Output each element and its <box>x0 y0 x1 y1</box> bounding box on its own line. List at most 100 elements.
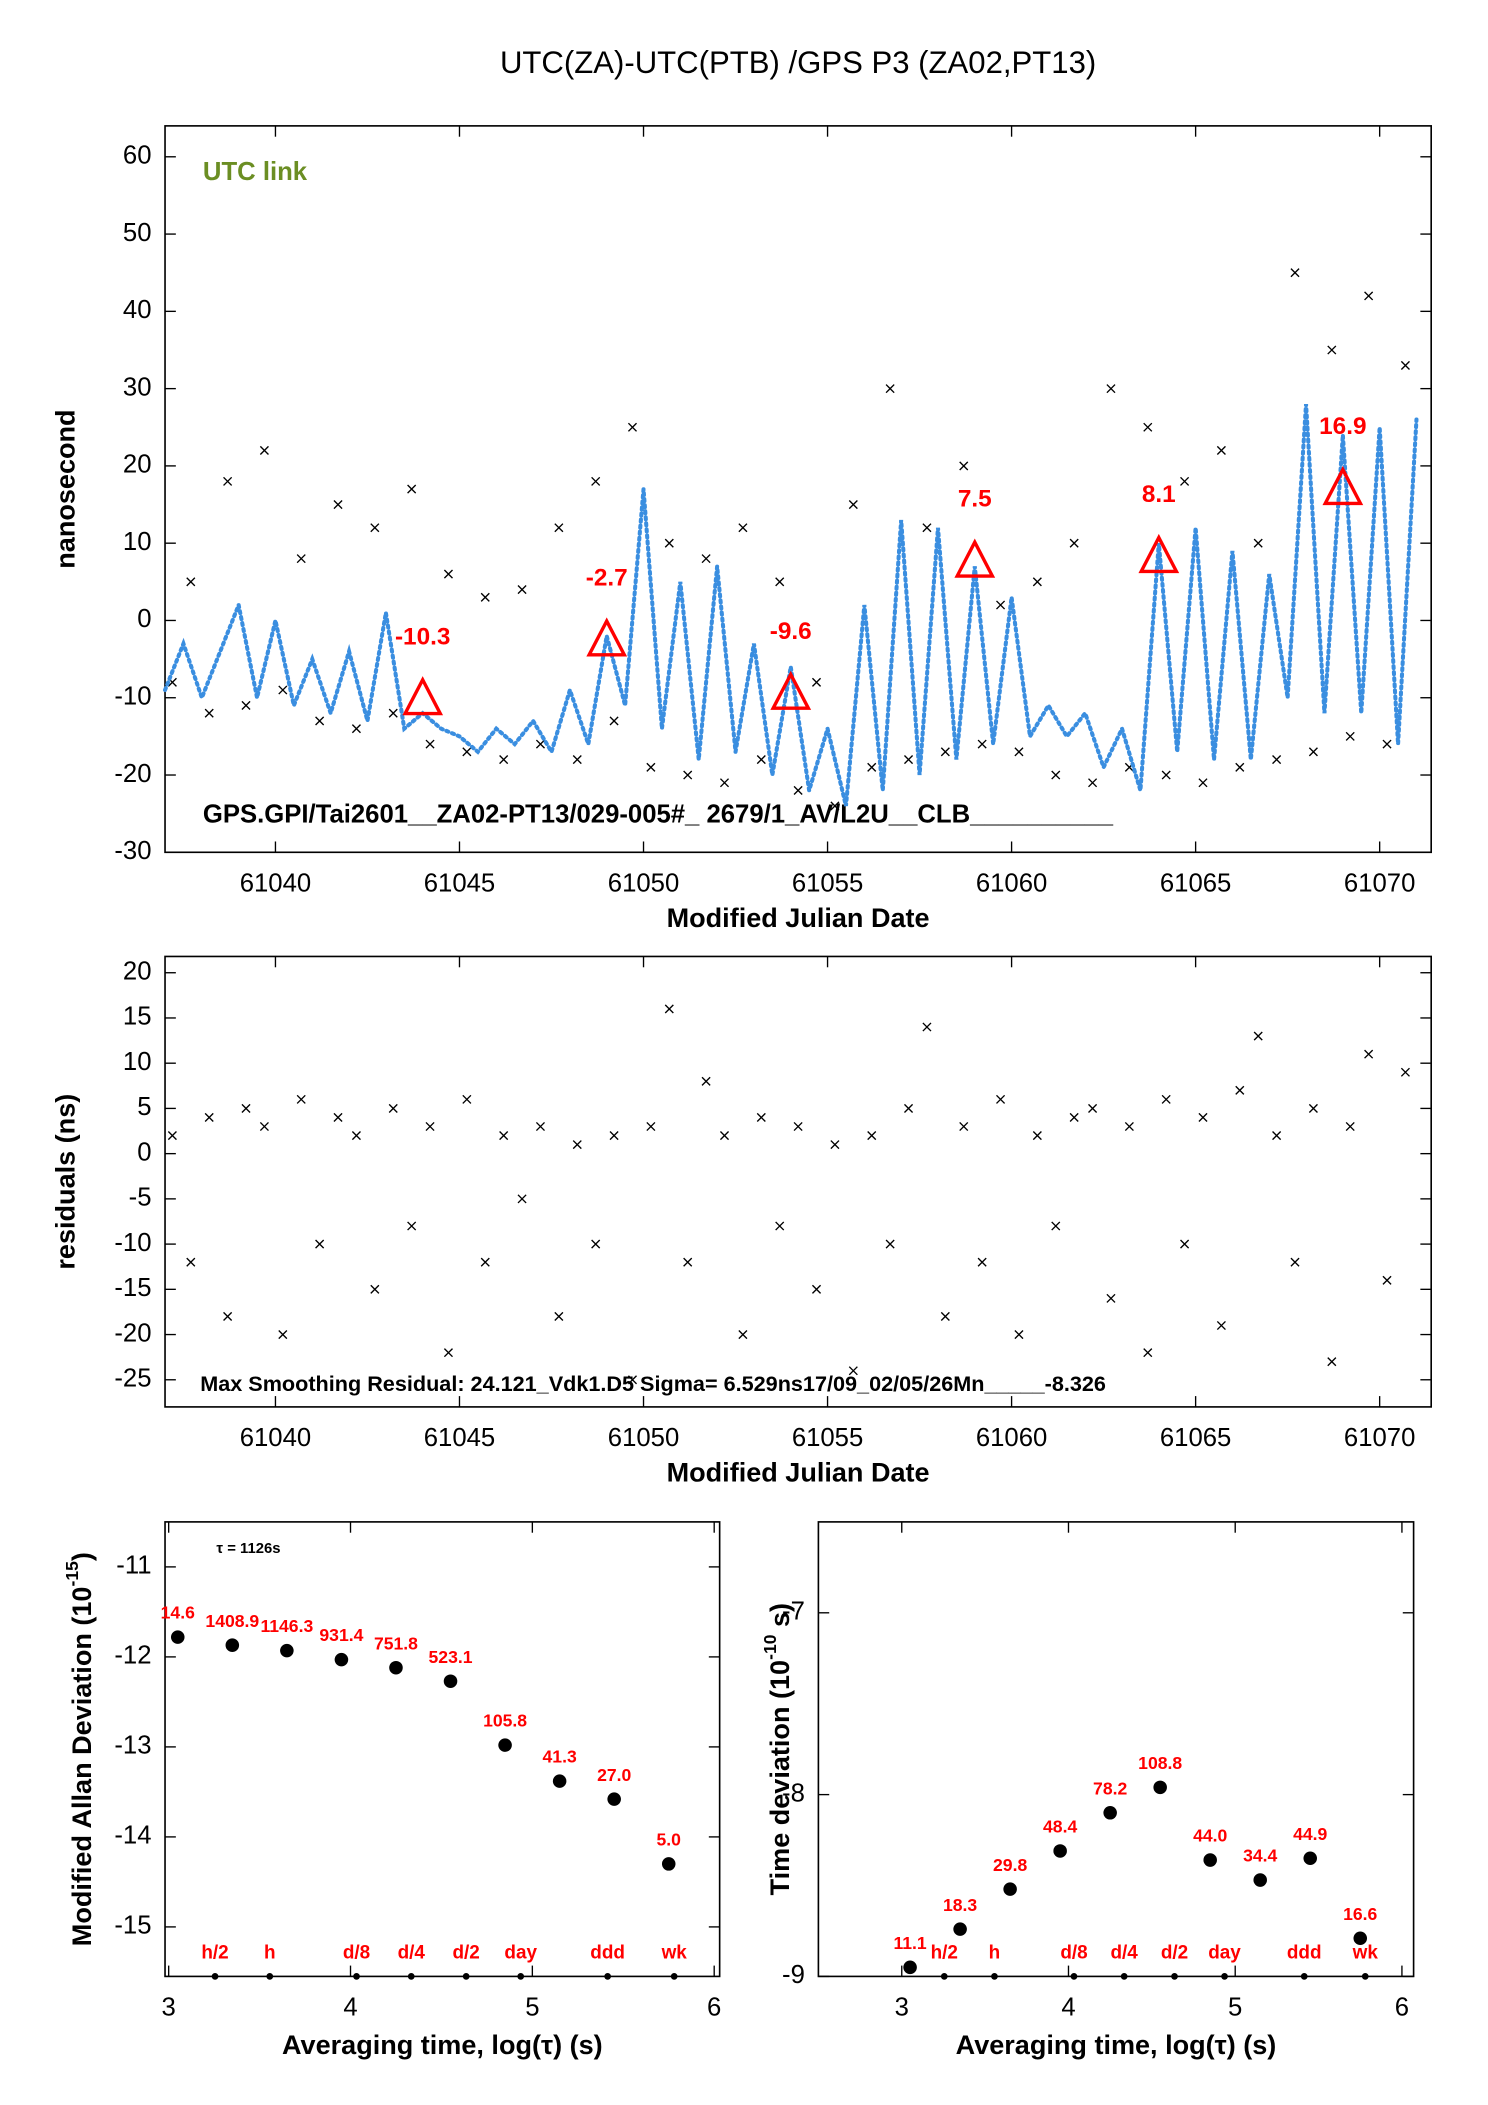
data-point <box>1198 778 1208 788</box>
data-point <box>830 801 840 811</box>
triangle-label: 16.9 <box>1319 413 1366 440</box>
x-tick-label: 5 <box>525 1994 539 2022</box>
x-tick-label: 6 <box>707 1994 721 2022</box>
x-tick-label: 61050 <box>608 1424 679 1452</box>
x-tick-label: 61070 <box>1344 870 1415 898</box>
point-label: 1408.9 <box>205 1611 259 1631</box>
data-point <box>1290 268 1300 278</box>
data-point <box>609 716 619 726</box>
interval-label: h/2 <box>931 1942 958 1963</box>
note: τ = 1126s <box>216 1541 280 1557</box>
data-point <box>1216 1320 1226 1331</box>
data-point <box>499 755 509 765</box>
data-point <box>186 1257 196 1267</box>
data-point <box>775 577 785 587</box>
interval-marker <box>1221 1973 1228 1980</box>
data-point <box>333 500 343 510</box>
y-tick-label: -30 <box>114 837 151 865</box>
y-axis-label-end: s) <box>765 1603 795 1635</box>
x-axis-label: Modified Julian Date <box>667 903 930 933</box>
data-point <box>554 523 564 533</box>
x-tick-label: 3 <box>895 1994 909 2022</box>
x-tick-label: 61060 <box>976 1424 1047 1452</box>
y-tick-label: -7 <box>782 1598 805 1626</box>
y-axis-label: Time deviation (10-10 s) <box>760 1603 795 1895</box>
y-tick-label: -11 <box>116 1552 151 1580</box>
point-label: 44.0 <box>1193 1826 1227 1846</box>
data-point <box>443 569 453 579</box>
point-label: 27.0 <box>597 1765 631 1785</box>
data-point <box>315 716 325 726</box>
data-point <box>977 739 987 749</box>
data-point <box>940 1311 950 1321</box>
y-tick-label: -20 <box>114 760 151 788</box>
y-axis-label: residuals (ns) <box>51 1094 81 1270</box>
interval-marker <box>1070 1973 1078 1980</box>
data-point <box>683 770 693 780</box>
data-point <box>1180 476 1190 486</box>
data-point <box>701 1076 711 1086</box>
data-point <box>572 1140 582 1150</box>
data-point <box>1032 577 1042 587</box>
plot-frame <box>164 955 1432 1408</box>
data-point <box>535 1121 545 1132</box>
x-tick-label: 61055 <box>792 870 863 898</box>
data-point <box>903 1960 917 1975</box>
data-point <box>1235 762 1245 772</box>
y-tick-label: -10 <box>114 683 151 711</box>
data-point <box>351 724 361 734</box>
data-point <box>977 1257 987 1267</box>
data-point <box>922 523 932 533</box>
data-point <box>388 708 398 718</box>
x-tick-label: 6 <box>1395 1994 1409 2022</box>
data-point <box>535 739 545 749</box>
data-point <box>1198 1112 1208 1122</box>
data-point <box>1203 1853 1217 1867</box>
data-point <box>1353 1931 1368 1945</box>
data-point <box>334 1652 349 1667</box>
data-point <box>885 1239 895 1249</box>
data-point <box>480 592 490 602</box>
triangle-label: -10.3 <box>395 623 450 650</box>
interval-label: h/2 <box>201 1942 228 1963</box>
data-point <box>1400 360 1410 370</box>
y-tick-label: 40 <box>123 296 152 324</box>
data-point <box>646 762 656 772</box>
data-point <box>498 1738 512 1752</box>
y-tick-label: 0 <box>137 1138 151 1166</box>
data-point <box>223 476 233 486</box>
triangle-marker <box>1322 465 1364 506</box>
note: UTC link <box>203 158 308 186</box>
data-point <box>1088 1103 1098 1113</box>
interval-label: ddd <box>1287 1942 1322 1963</box>
x-tick-label: 61040 <box>240 870 311 898</box>
interval-label: d/2 <box>1161 1942 1188 1963</box>
y-tick-label: 20 <box>123 451 152 479</box>
interval-label: h <box>989 1942 1001 1963</box>
point-label: 931.4 <box>319 1625 363 1645</box>
data-point <box>1069 538 1079 548</box>
point-label: 78.2 <box>1093 1778 1127 1798</box>
triangle-marker <box>770 670 812 710</box>
point-label: 108.8 <box>1138 1753 1182 1773</box>
data-point <box>848 1366 858 1376</box>
data-point <box>170 1630 185 1644</box>
data-point <box>953 1922 967 1936</box>
x-tick-label: 61050 <box>608 870 679 898</box>
data-point <box>1272 1131 1282 1141</box>
data-point <box>443 1348 453 1358</box>
data-point <box>1364 1049 1374 1059</box>
x-tick-label: 61045 <box>424 870 495 898</box>
data-point <box>996 600 1006 610</box>
data-point <box>1153 1780 1167 1795</box>
data-point <box>1161 1094 1171 1104</box>
data-point <box>517 585 527 595</box>
data-point <box>1308 1103 1318 1113</box>
data-point <box>296 1094 306 1104</box>
y-tick-label: -5 <box>129 1184 152 1212</box>
data-point <box>407 1221 417 1231</box>
interval-label: d/8 <box>1060 1942 1087 1963</box>
interval-label: d/8 <box>343 1942 370 1963</box>
data-point <box>627 422 638 432</box>
